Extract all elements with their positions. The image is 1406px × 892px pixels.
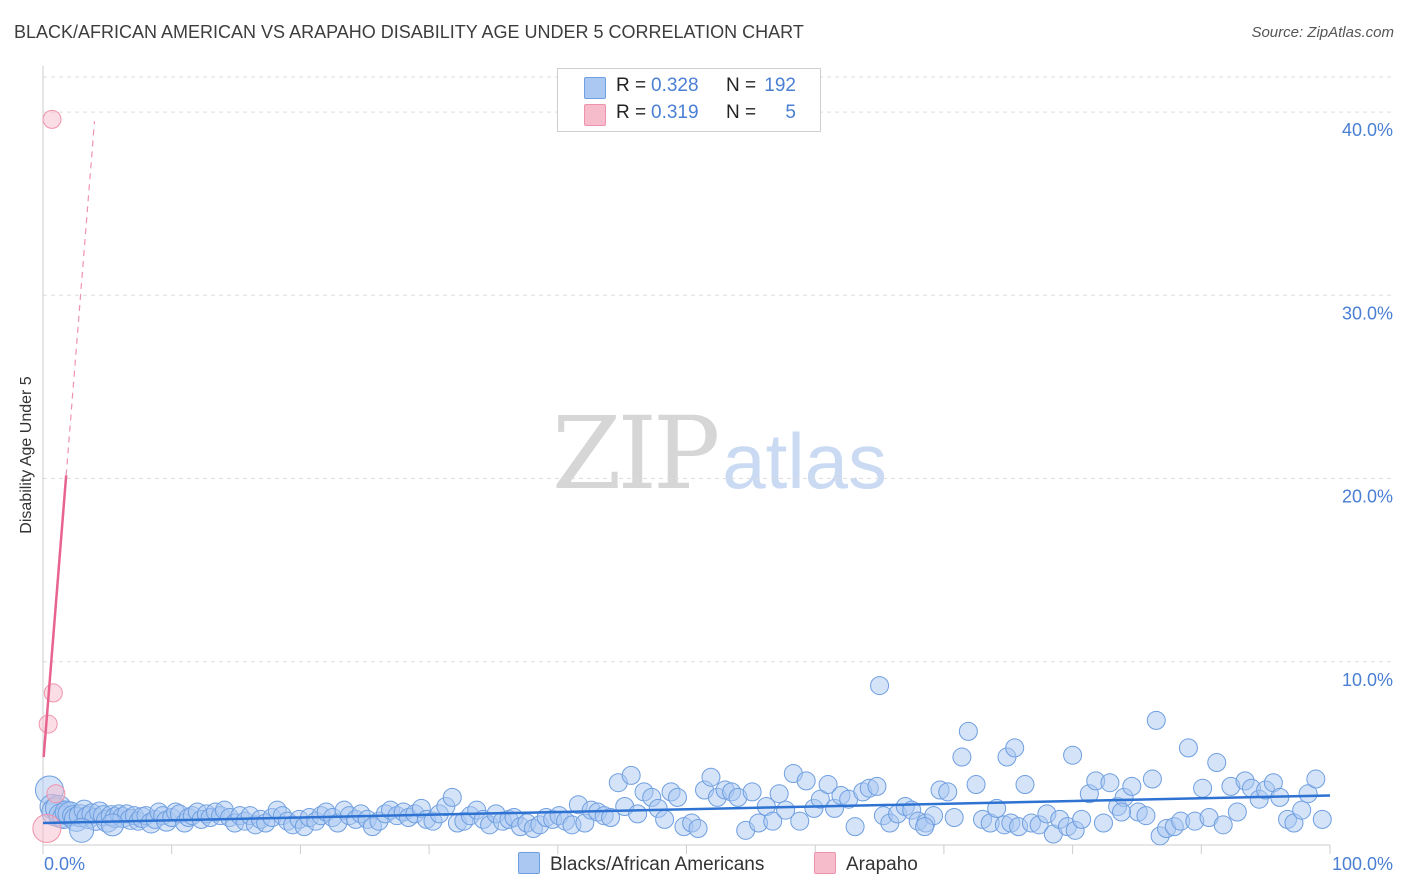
y-tick-label: 20.0% (1342, 487, 1393, 507)
blacks-point (1146, 710, 1166, 730)
blacks-point (667, 787, 687, 807)
arapaho-point (43, 683, 63, 703)
legend-n-label: N = (726, 102, 757, 123)
arapaho-point (46, 784, 66, 804)
blacks-point (69, 817, 95, 843)
x-tick-label: 100.0% (1332, 854, 1393, 874)
data-points (32, 109, 1332, 846)
arapaho-point (38, 714, 58, 734)
correlation-legend: R = 0.328 N = 192 R = 0.319 N = 5 (557, 68, 821, 132)
blacks-point (1112, 802, 1132, 822)
blacks-point (870, 676, 890, 696)
y-tick-label: 40.0% (1342, 120, 1393, 140)
blacks-point (1178, 738, 1198, 758)
legend-swatch-pink (584, 104, 606, 126)
legend-n-label: N = (726, 75, 757, 96)
blacks-point (688, 819, 708, 839)
y-axis-label: Disability Age Under 5 (18, 376, 35, 534)
arapaho-point (32, 814, 62, 844)
blacks-point (1122, 776, 1142, 796)
blacks-point (958, 721, 978, 741)
legend-swatch-blue (518, 852, 540, 874)
legend-row-arapaho: R = 0.319 N = 5 (558, 101, 820, 127)
blacks-point (763, 811, 783, 831)
blacks-point (1312, 809, 1332, 829)
legend-n-value: 5 (785, 102, 796, 123)
trend-lines (42, 121, 1331, 825)
legend-row-blacks: R = 0.328 N = 192 (558, 74, 820, 100)
arapaho-trend-extension (65, 121, 96, 476)
blacks-point (1306, 769, 1326, 789)
blacks-point (952, 747, 972, 767)
blacks-point (818, 775, 838, 795)
blacks-point (1093, 813, 1113, 833)
blacks-point (1193, 778, 1213, 798)
blacks-point (944, 808, 964, 828)
legend-r-label: R = (616, 102, 647, 123)
arapaho-trend-line (42, 475, 68, 758)
blacks-point (915, 817, 935, 837)
legend-swatch-blue (584, 77, 606, 99)
legend-n-value: 192 (764, 75, 796, 96)
blacks-point (796, 771, 816, 791)
blacks-point (1227, 802, 1247, 822)
blacks-point (1015, 775, 1035, 795)
legend-label-blacks: Blacks/African Americans (550, 854, 765, 875)
blacks-point (1100, 773, 1120, 793)
axes (42, 66, 1331, 854)
blacks-point (810, 789, 830, 809)
blacks-point (1207, 753, 1227, 773)
y-tick-label: 30.0% (1342, 303, 1393, 323)
blacks-point (1063, 745, 1083, 765)
blacks-point (628, 804, 648, 824)
watermark-zip: ZIP (552, 395, 720, 512)
blacks-point (1292, 800, 1312, 820)
watermark-atlas: atlas (722, 417, 888, 505)
x-tick-label: 0.0% (44, 854, 85, 874)
legend-r-value: 0.328 (651, 75, 699, 96)
blacks-point (621, 765, 641, 785)
blacks-point (790, 811, 810, 831)
watermark: ZIPatlas (552, 395, 887, 512)
arapaho-point (42, 109, 62, 129)
blacks-point (742, 782, 762, 802)
blacks-point (845, 817, 865, 837)
blacks-point (1005, 738, 1025, 758)
legend-swatch-pink (814, 852, 836, 874)
legend-item-blacks: Blacks/African Americans (518, 852, 764, 876)
tick-labels: 10.0% 20.0% 30.0% 40.0% 0.0% 100.0% (44, 120, 1393, 874)
legend-item-arapaho: Arapaho (814, 852, 918, 876)
blacks-point (442, 787, 462, 807)
blacks-point (1072, 809, 1092, 829)
legend-r-value: 0.319 (651, 102, 699, 123)
blacks-point (1142, 769, 1162, 789)
blacks-point (1136, 806, 1156, 826)
blacks-point (769, 784, 789, 804)
source-label: Source: ZipAtlas.com (1251, 24, 1394, 41)
blacks-point (100, 813, 124, 837)
blacks-point (1298, 784, 1318, 804)
blacks-trend-line (42, 794, 1331, 825)
grid-lines (43, 76, 1395, 663)
blacks-point (701, 767, 721, 787)
blacks-point (867, 776, 887, 796)
blacks-point (966, 775, 986, 795)
blacks-point (655, 809, 675, 829)
chart-title: BLACK/AFRICAN AMERICAN VS ARAPAHO DISABI… (14, 22, 804, 42)
blacks-point (776, 800, 796, 820)
y-tick-label: 10.0% (1342, 670, 1393, 690)
blacks-point (1213, 815, 1233, 835)
blacks-point (938, 782, 958, 802)
legend-r-label: R = (616, 75, 647, 96)
blacks-point (601, 808, 621, 828)
legend-label-arapaho: Arapaho (846, 854, 918, 875)
